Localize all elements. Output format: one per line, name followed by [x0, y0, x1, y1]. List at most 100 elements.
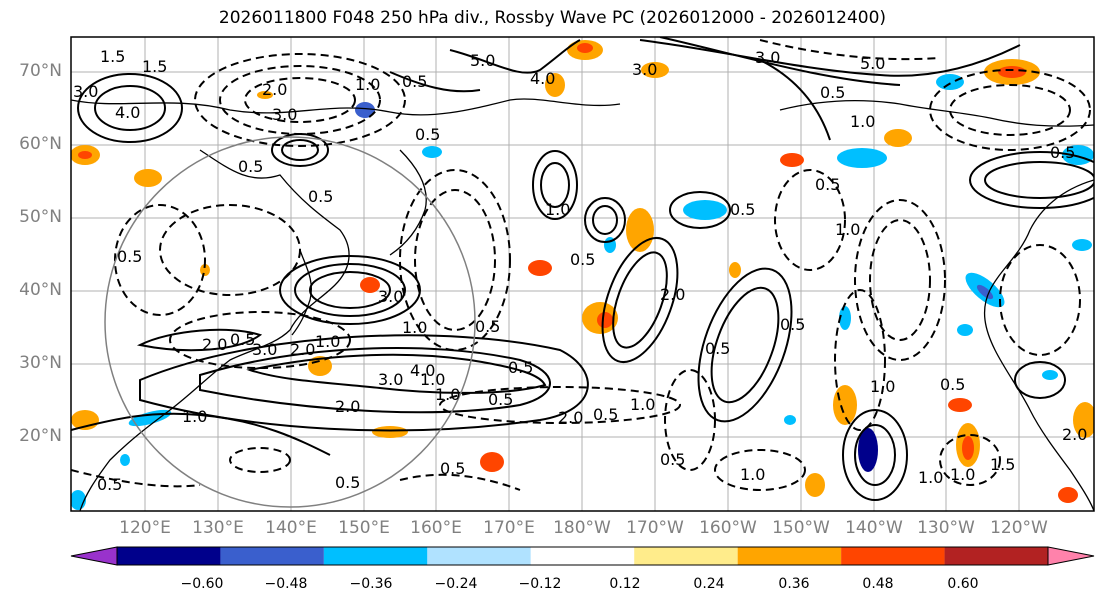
contour-label: 1.0: [630, 395, 655, 414]
contour-label: 1.0: [740, 465, 765, 484]
colorbar-segment: [427, 547, 531, 565]
lat-label-50n: 50°N: [19, 207, 62, 227]
contour-label: 1.0: [420, 370, 445, 389]
contour-label: 1.0: [355, 75, 380, 94]
contour-label: 0.5: [660, 450, 685, 469]
colorbar-segment: [634, 547, 738, 565]
contour-label: 0.5: [117, 247, 142, 266]
contour-label: 1.0: [402, 318, 427, 337]
contour-label: 1.5: [990, 455, 1015, 474]
lon-label-160e: 160°E: [410, 518, 462, 538]
colorbar-extend-max: [1047, 546, 1095, 566]
contour-label: 0.5: [335, 473, 360, 492]
lon-label-170w: 170°W: [626, 518, 684, 538]
colorbar-segment: [530, 547, 635, 565]
map-title: 2026011800 F048 250 hPa div., Rossby Wav…: [218, 8, 887, 28]
contour-label: 5.0: [860, 54, 885, 73]
colorbar-tick: 0.36: [778, 576, 810, 592]
contour-label: 3.0: [632, 60, 657, 79]
positive-contours: [71, 37, 1094, 501]
contour-label: 2.0: [290, 340, 315, 359]
contour-label: 5.0: [470, 51, 495, 70]
contour-label: 0.5: [402, 72, 427, 91]
colorbar-segment: [841, 547, 945, 565]
colorbar-segment: [944, 547, 1048, 565]
colorbar-tick: 0.24: [693, 576, 725, 592]
contour-label: 0.5: [1050, 143, 1075, 162]
contour-label: 1.0: [545, 200, 570, 219]
negative-contours: [71, 39, 1091, 491]
contour-label: 0.5: [488, 390, 513, 409]
contour-label: 1.5: [142, 57, 167, 76]
lon-label-160w: 160°W: [699, 518, 757, 538]
lon-label-120w: 120°W: [990, 518, 1048, 538]
lon-label-140e: 140°E: [265, 518, 317, 538]
contour-label: 2.0: [1062, 425, 1087, 444]
contour-label: 2.0: [202, 335, 227, 354]
contour-label: 0.5: [820, 83, 845, 102]
contour-label: 1.5: [100, 47, 125, 66]
contour-label: 3.0: [252, 340, 277, 359]
contour-label: 1.0: [850, 112, 875, 131]
contour-label: 3.0: [755, 48, 780, 67]
lat-label-60n: 60°N: [19, 134, 62, 154]
contour-label: 3.0: [378, 287, 403, 306]
contour-label: 0.5: [97, 475, 122, 494]
colorbar-tick: −0.24: [434, 576, 478, 592]
lon-label-170e: 170°E: [483, 518, 535, 538]
colorbar-segment: [737, 547, 842, 565]
colorbar-tick: −0.60: [180, 576, 224, 592]
contour-label: 3.0: [73, 82, 98, 101]
map-frame: [70, 36, 1095, 512]
contour-label: 1.0: [835, 220, 860, 239]
colorbar-tick: −0.36: [349, 576, 393, 592]
contour-label: 3.0: [378, 370, 403, 389]
lon-label-120e: 120°E: [119, 518, 171, 538]
contour-label: 0.5: [815, 175, 840, 194]
contour-labels: 1.51.53.04.02.03.01.0 0.50.55.04.0 3.03.0 5…: [73, 47, 1087, 494]
contour-label: 0.5: [508, 358, 533, 377]
lat-label-30n: 30°N: [19, 353, 62, 373]
colorbar-tick: −0.12: [518, 576, 562, 592]
colorbar-tick: 0.60: [947, 576, 979, 592]
lon-label-130w: 130°W: [917, 518, 975, 538]
contour-label: 3.0: [272, 105, 297, 124]
contour-label: 1.0: [918, 468, 943, 487]
contour-label: 0.5: [780, 315, 805, 334]
contour-label: 0.5: [308, 187, 333, 206]
lon-label-140w: 140°W: [845, 518, 903, 538]
contour-label: 1.0: [315, 332, 340, 351]
contour-label: 2.0: [558, 408, 583, 427]
lon-label-150w: 150°W: [772, 518, 830, 538]
colorbar-segment: [323, 547, 428, 565]
contour-label: 0.5: [730, 200, 755, 219]
rossby-wave-circle: [104, 136, 476, 508]
contour-label: 0.5: [238, 157, 263, 176]
contour-label: 0.5: [440, 459, 465, 478]
divergence-shading: [71, 40, 1094, 510]
contour-label: 0.5: [570, 250, 595, 269]
contour-label: 2.0: [262, 80, 287, 99]
contour-label: 0.5: [705, 339, 730, 358]
contour-label: 0.5: [593, 405, 618, 424]
contour-label: 4.0: [115, 103, 140, 122]
colorbar-segment: [220, 547, 324, 565]
colorbar-tick: 0.12: [609, 576, 641, 592]
contour-label: 0.5: [475, 317, 500, 336]
lat-label-40n: 40°N: [19, 280, 62, 300]
contour-label: 1.0: [182, 407, 207, 426]
colorbar-segment: [117, 547, 221, 565]
contour-label: 2.0: [660, 285, 685, 304]
lon-label-150e: 150°E: [338, 518, 390, 538]
lon-label-130e: 130°E: [192, 518, 244, 538]
contour-label: 1.0: [950, 465, 975, 484]
contour-label: 0.5: [940, 375, 965, 394]
lat-label-70n: 70°N: [19, 61, 62, 81]
contour-label: 1.0: [870, 377, 895, 396]
lat-label-20n: 20°N: [19, 426, 62, 446]
lon-label-180w: 180°W: [553, 518, 611, 538]
contour-label: 4.0: [530, 69, 555, 88]
colorbar-extend-min: [70, 546, 118, 566]
colorbar-frame: [116, 546, 1049, 566]
